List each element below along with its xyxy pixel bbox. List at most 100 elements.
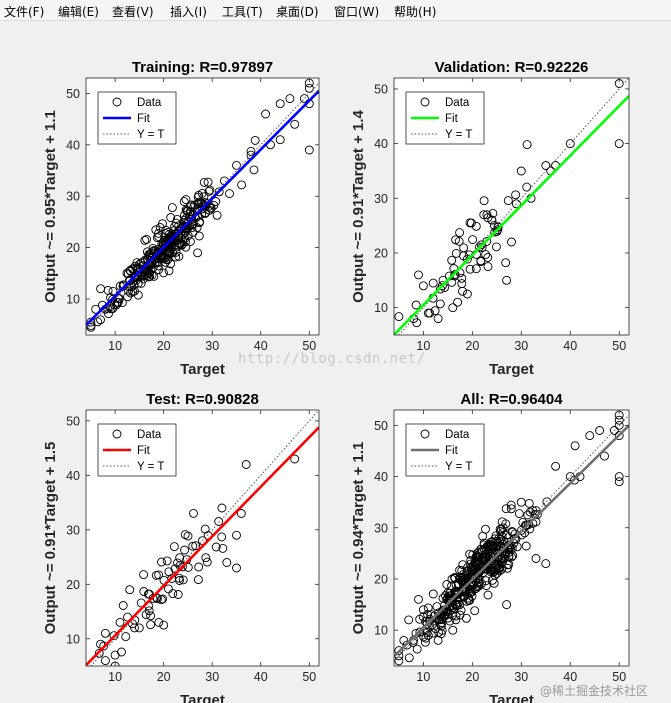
data-point [614,431,624,441]
x-tick-label: 30 [514,339,528,353]
data-point [523,520,533,530]
data-point [501,504,511,514]
data-point [123,292,133,302]
menu-item-2[interactable]: 查看(V) [112,5,154,19]
data-point [474,552,484,562]
data-point [503,560,512,570]
data-point [497,524,506,534]
chart-title: All: R=0.96404 [460,391,563,408]
data-point [468,550,478,560]
data-point [146,620,156,630]
data-point [516,497,526,507]
data-point [202,557,212,567]
y-tick-label: 50 [66,87,80,101]
data-point [399,635,409,645]
data-point [154,570,164,580]
menu-item-4[interactable]: 工具(T) [222,5,263,19]
data-point [275,99,285,109]
data-point [154,617,164,627]
menu-item-6[interactable]: 窗口(W) [334,5,380,19]
subplot-1: 10 20 30 40 50 10 20 30 40 50 Validation: R=0.9222… [350,59,630,378]
menu-item-7[interactable]: 帮助(H) [394,5,437,19]
data-point [394,646,404,656]
data-point [418,605,428,615]
data-point [423,630,433,640]
menu-item-1[interactable]: 编辑(E) [58,5,99,19]
data-point [523,510,533,520]
data-point [483,590,493,600]
x-axis-label: Target [180,361,225,378]
y-tick-label: 40 [374,137,388,151]
data-point [136,598,146,608]
plot-inner [394,410,629,666]
fit-line [394,424,629,658]
data-point [180,545,190,555]
data-point [163,227,173,237]
data-point [394,312,404,322]
data-point [130,623,139,633]
data-point [447,277,457,287]
data-point [488,575,497,585]
axes-frame [393,77,630,336]
data-point [249,165,259,175]
identity-line [86,82,319,331]
data-point [412,644,422,654]
y-tick-label: 10 [374,301,388,315]
data-point [171,252,181,262]
data-point [214,187,224,197]
data-point [466,559,476,569]
legend-box [405,423,485,477]
data-point [531,554,541,563]
data-point [148,593,158,603]
data-point [151,225,161,235]
y-axis-label: Output ~= 0.91*Target + 1.4 [350,109,367,302]
data-point [189,508,198,518]
data-point [483,262,493,272]
data-point [189,202,199,212]
chart-title: Training: R=0.97897 [132,59,273,76]
data-point [166,213,176,222]
data-point [218,543,228,553]
legend-label: Data [137,429,162,441]
menu-item-5[interactable]: 桌面(D) [276,5,319,19]
data-point [162,556,172,566]
x-tick-label: 10 [416,670,430,684]
data-point [232,563,241,573]
data-point [211,542,221,552]
data-point [198,204,207,214]
menu-item-0[interactable]: 文件(F) [4,5,45,19]
data-point [232,160,241,170]
data-point [491,560,500,570]
data-point [164,266,174,276]
data-point [522,182,532,192]
data-point [414,594,423,604]
data-point [201,553,211,563]
identity-line [398,78,629,335]
data-point [415,614,425,624]
data-point [428,589,438,599]
data-point [181,195,191,205]
data-point [441,609,451,619]
menu-item-3[interactable]: 插入(I) [170,5,207,19]
plot-inner [394,78,629,335]
data-point [96,639,106,649]
data-point [541,161,551,170]
data-point [501,519,511,529]
x-tick-label: 40 [254,670,268,684]
y-tick-label: 40 [66,138,80,152]
data-point [503,196,513,206]
plot-inner [86,78,319,332]
data-point [147,252,157,262]
axes-frame [85,77,320,336]
data-point [194,231,204,241]
legend-label: Y = T [445,461,472,473]
legend-data-marker [112,97,122,107]
data-point [139,587,149,596]
chart-title: Test: R=0.90828 [146,391,259,408]
y-axis-label: Output ~= 0.94*Target + 1.1 [350,442,367,635]
data-point [514,509,524,519]
data-point [194,562,204,572]
y-tick-label: 20 [66,241,80,255]
data-point [157,557,166,567]
data-point [491,242,501,252]
